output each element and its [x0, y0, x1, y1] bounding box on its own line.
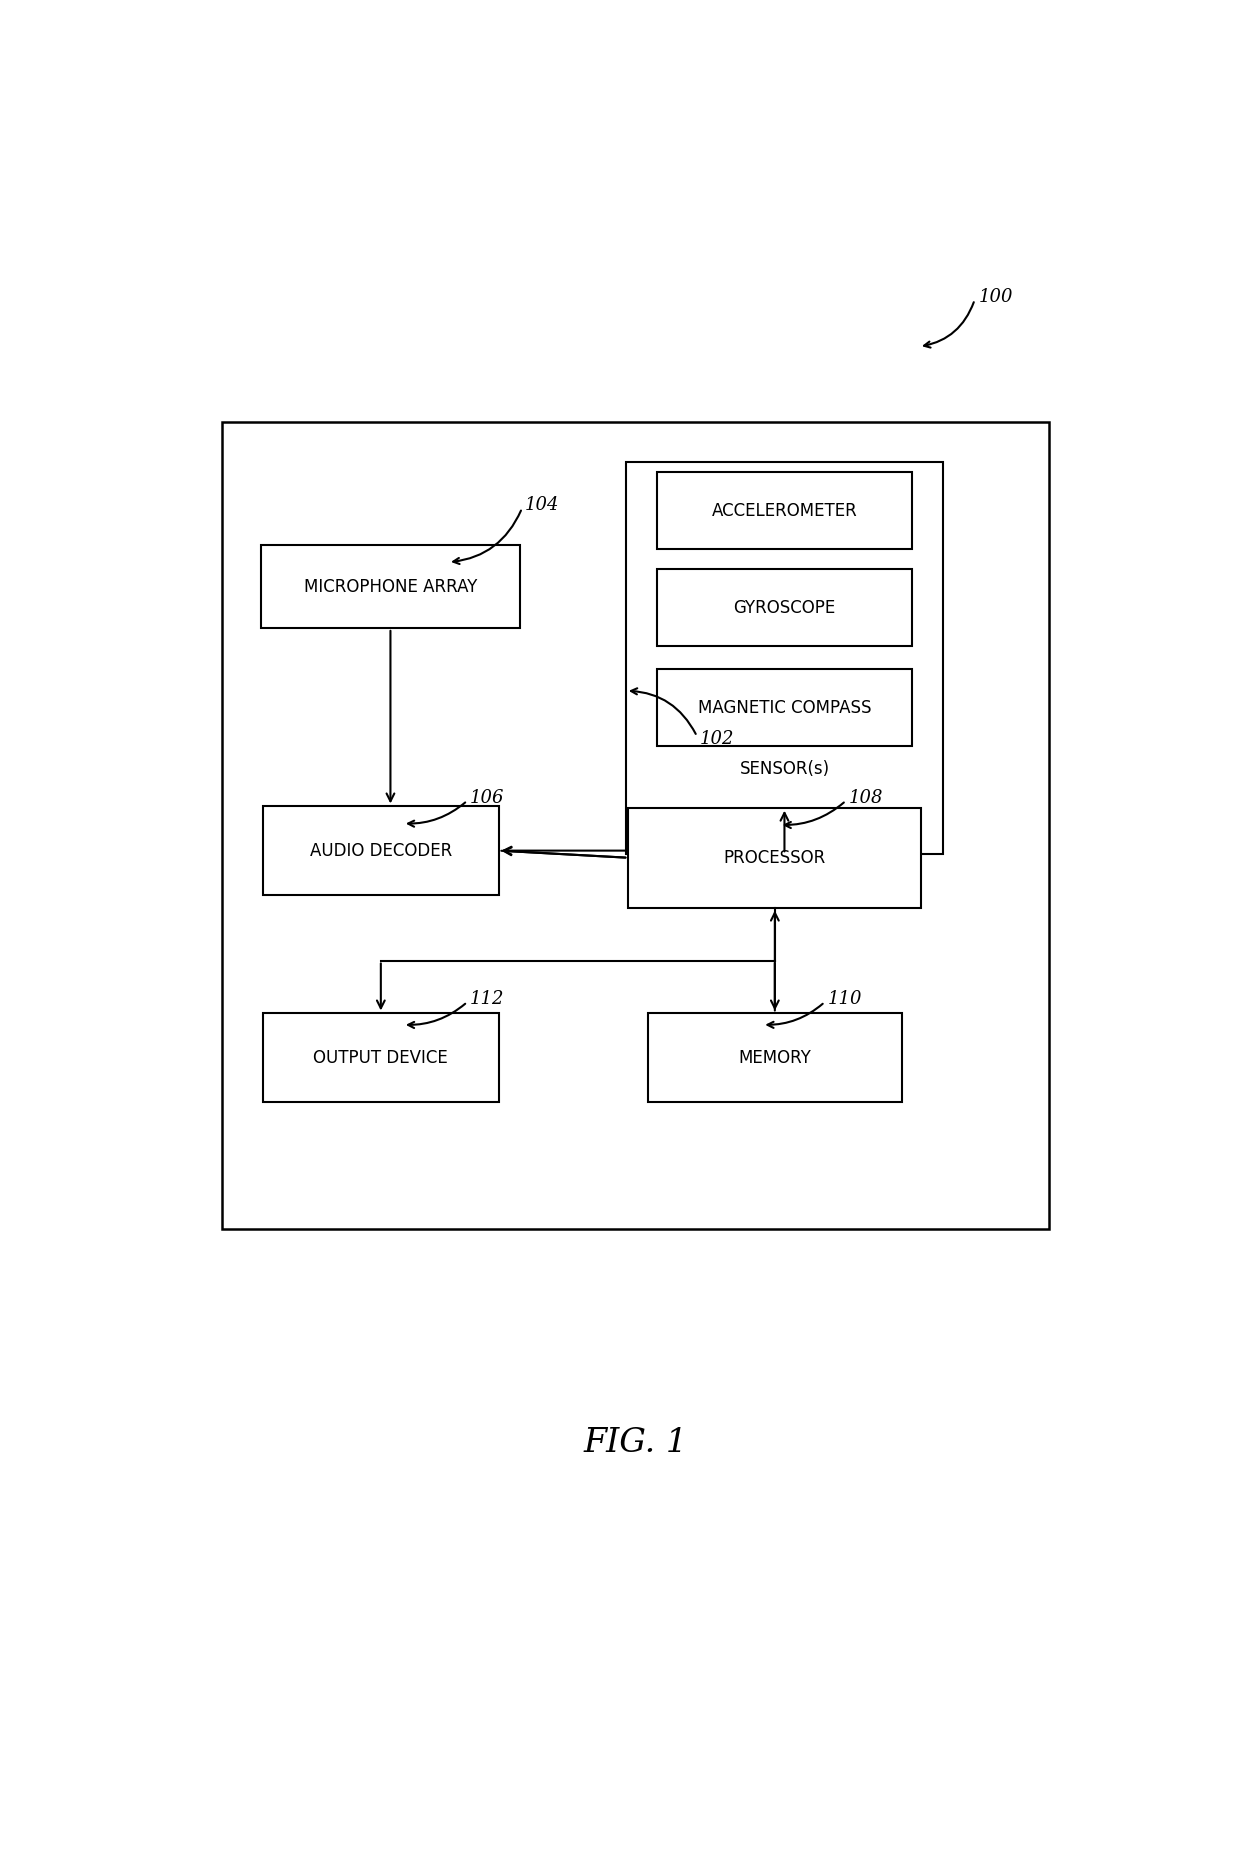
Bar [657, 669, 911, 747]
Text: GYROSCOPE: GYROSCOPE [733, 599, 836, 617]
Text: MEMORY: MEMORY [738, 1049, 811, 1066]
Bar [626, 462, 942, 855]
Bar [263, 1014, 498, 1101]
Bar [263, 806, 498, 895]
Text: MICROPHONE ARRAY: MICROPHONE ARRAY [304, 577, 477, 595]
Text: 108: 108 [849, 788, 883, 806]
Text: 100: 100 [978, 287, 1013, 306]
Bar [657, 473, 911, 549]
Text: PROCESSOR: PROCESSOR [724, 849, 826, 868]
Text: AUDIO DECODER: AUDIO DECODER [310, 842, 451, 860]
Text: MAGNETIC COMPASS: MAGNETIC COMPASS [698, 699, 872, 717]
Text: 110: 110 [828, 990, 862, 1009]
Text: ACCELEROMETER: ACCELEROMETER [712, 502, 857, 519]
Text: 102: 102 [699, 730, 734, 749]
Text: FIG. 1: FIG. 1 [584, 1428, 687, 1459]
Bar [222, 423, 1049, 1229]
Text: 104: 104 [525, 497, 559, 514]
Bar [260, 545, 521, 629]
Bar [647, 1014, 903, 1101]
Text: OUTPUT DEVICE: OUTPUT DEVICE [314, 1049, 448, 1066]
Bar [657, 569, 911, 647]
Text: 106: 106 [470, 788, 505, 806]
Bar [629, 808, 921, 908]
Text: 112: 112 [470, 990, 505, 1009]
Text: SENSOR(s): SENSOR(s) [739, 760, 830, 779]
